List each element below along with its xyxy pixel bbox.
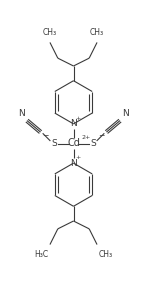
Text: H₃C: H₃C [34,251,48,259]
Text: S: S [51,139,57,148]
Text: CH₃: CH₃ [99,251,113,259]
Text: −: − [98,131,104,141]
Text: N: N [70,119,77,128]
Text: 2+: 2+ [81,135,91,139]
Text: N: N [18,109,24,118]
Text: +: + [76,155,81,160]
Text: S: S [90,139,96,148]
Text: +: + [76,116,81,121]
Text: N: N [123,109,129,118]
Text: −: − [43,131,49,141]
Text: CH₃: CH₃ [43,28,57,36]
Text: CH₃: CH₃ [90,28,104,36]
Text: Cd: Cd [67,139,80,148]
Text: N: N [70,159,77,168]
